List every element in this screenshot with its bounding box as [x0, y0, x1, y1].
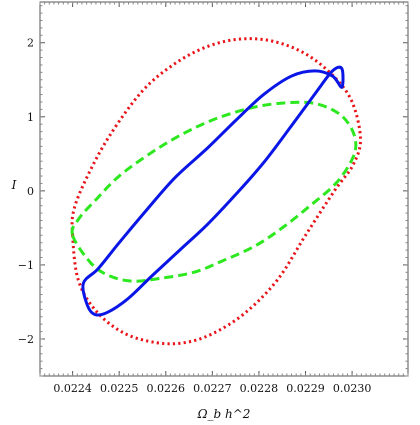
x-tick-label: 0.0229: [286, 382, 325, 395]
x-tick-label: 0.0225: [100, 382, 139, 395]
ticks: 0.0224 0.0225 0.0226 0.0227 0.0228 0.0229 0.02…: [18, 2, 409, 395]
y-axis-label: I: [11, 178, 17, 192]
series-dashed-ellipse: [70, 100, 358, 283]
y-tick-label: −2: [18, 333, 34, 346]
x-tick-label: 0.0226: [147, 382, 186, 395]
x-axis-label: Ω_b h^2: [197, 407, 251, 421]
x-tick-label: 0.0230: [333, 382, 372, 395]
y-tick-label: 1: [27, 111, 34, 124]
series-dotted-ellipse: [70, 37, 362, 346]
y-tick-label: 2: [27, 37, 34, 50]
y-tick-label: 0: [27, 185, 34, 198]
x-tick-label: 0.0228: [240, 382, 279, 395]
y-tick-label: −1: [18, 259, 34, 272]
x-tick-label: 0.0227: [193, 382, 232, 395]
plot-frame: [39, 1, 409, 377]
series-solid-ellipse: [81, 65, 345, 317]
series-group: [70, 37, 362, 346]
x-tick-label: 0.0224: [53, 382, 92, 395]
